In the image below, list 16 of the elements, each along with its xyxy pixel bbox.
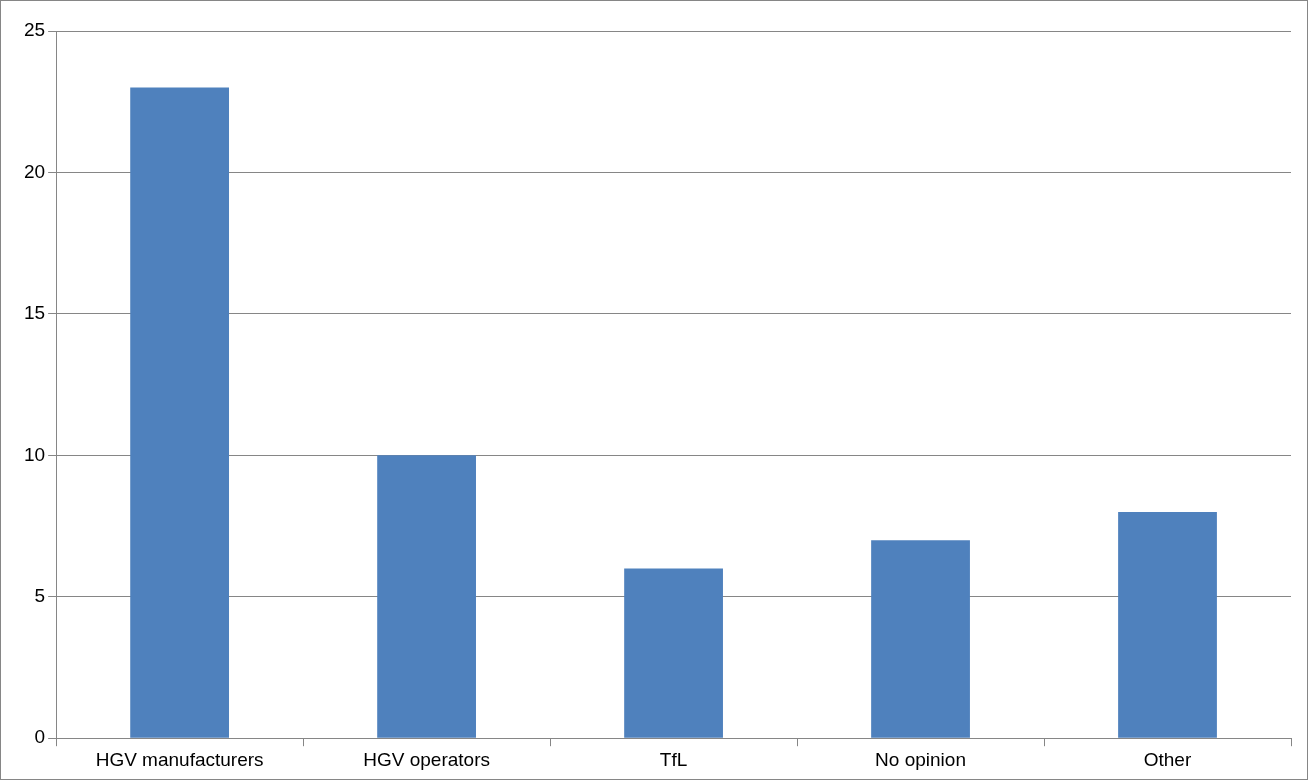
y-tick-label: 5 [34, 584, 46, 606]
x-tick-label: Other [1143, 748, 1192, 770]
bar [1118, 511, 1217, 738]
bar [871, 540, 970, 738]
bar [624, 568, 723, 738]
x-tick-label: HGV operators [363, 748, 490, 770]
x-tick-label: HGV manufacturers [95, 748, 264, 770]
x-tick-label: TfL [659, 748, 688, 770]
y-tick-label: 0 [34, 726, 46, 748]
y-tick-label: 20 [23, 160, 46, 182]
x-tick-label: No opinion [875, 748, 966, 770]
y-tick-label: 25 [23, 19, 46, 41]
y-tick-label: 10 [23, 443, 46, 465]
y-tick-label: 15 [23, 302, 46, 324]
bar [130, 87, 230, 738]
bar [377, 455, 476, 738]
